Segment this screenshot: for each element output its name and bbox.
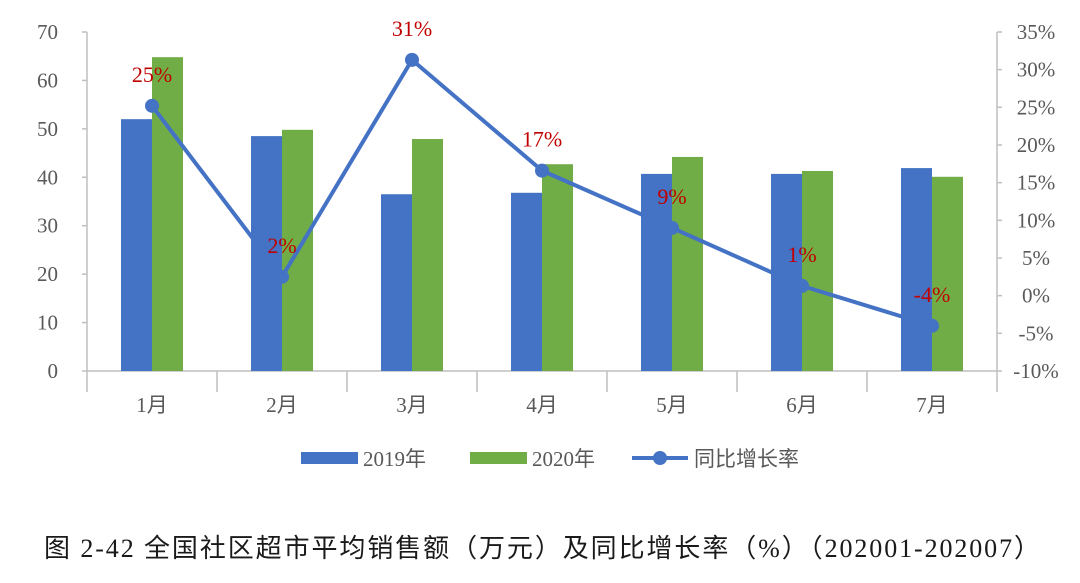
data-label-cat3: 31%: [392, 16, 432, 41]
legend-item-2019: 2019年: [301, 447, 426, 471]
y-right-tick-label: -10%: [1013, 359, 1059, 383]
data-label-cat6: 1%: [787, 242, 816, 267]
y-right-tick-label: 10%: [1017, 208, 1056, 232]
bar-series2-cat5: [672, 156, 703, 371]
bar-series2-cat7: [932, 176, 963, 371]
x-tick-label: 7月: [916, 393, 948, 417]
data-label-cat1: 25%: [132, 62, 172, 87]
line-point-cat6: [795, 278, 809, 293]
y-right-tick-label: 20%: [1017, 133, 1056, 157]
x-tick-label: 6月: [786, 393, 818, 417]
y-left-tick-label: 40: [37, 165, 58, 189]
bar-series2-cat4: [542, 164, 573, 371]
legend-item-growth: 同比增长率: [632, 447, 799, 471]
axes: 0 10 20 30 40 50 60 70 -10% -5% 0% 5% 10% 15% 20% 25% 30…: [37, 20, 1059, 417]
y-right-tick-label: 0%: [1022, 284, 1050, 308]
legend-swatch-2019: [301, 452, 358, 464]
y-left-tick-label: 30: [37, 214, 58, 238]
growth-line-layer: [145, 52, 939, 333]
y-left-tick-label: 10: [37, 311, 58, 335]
figure-caption: 图 2-42 全国社区超市平均销售额（万元）及同比增长率（%）（202001-2…: [44, 534, 1040, 563]
x-tick-label: 5月: [656, 393, 688, 417]
legend-swatch-2020: [470, 452, 527, 464]
bars: [121, 57, 963, 372]
y-right-tick-label: -5%: [1019, 321, 1054, 345]
line-point-cat5: [665, 220, 679, 235]
data-label-cat2: 2%: [267, 233, 296, 258]
bar-series2-cat3: [412, 139, 443, 371]
x-tick-label: 1月: [136, 393, 168, 417]
x-tick-label: 3月: [396, 393, 428, 417]
line-point-cat3: [405, 52, 419, 67]
data-labels: 25% 2% 31% 17% 9% 1% -4%: [132, 16, 950, 307]
bar-series1-cat3: [381, 194, 412, 371]
data-label-cat5: 9%: [657, 184, 686, 209]
data-label-cat4: 17%: [522, 127, 562, 152]
legend-label-2019: 2019年: [363, 447, 426, 471]
bar-series1-cat5: [641, 173, 672, 371]
bar-series1-cat4: [511, 192, 542, 371]
line-point-cat4: [535, 163, 549, 178]
y-left-tick-label: 50: [37, 117, 58, 141]
bar-series1-cat1: [121, 119, 152, 372]
data-label-cat7: -4%: [914, 282, 951, 307]
line-point-cat2: [275, 269, 289, 284]
y-left-tick-label: 20: [37, 262, 58, 286]
x-tick-label: 4月: [526, 393, 558, 417]
bar-series1-cat7: [901, 168, 932, 371]
y-left-tick-label: 60: [37, 68, 58, 92]
y-left-tick-label: 70: [37, 20, 58, 44]
x-tick-label: 2月: [266, 393, 298, 417]
y-right-tick-label: 5%: [1022, 246, 1050, 270]
y-right-tick-label: 35%: [1017, 20, 1056, 44]
line-point-cat1: [145, 98, 159, 113]
y-right-tick-label: 25%: [1017, 95, 1056, 119]
legend: 2019年 2020年 同比增长率: [301, 447, 799, 471]
y-right-tick-label: 15%: [1017, 171, 1056, 195]
y-left-tick-label: 0: [48, 359, 59, 383]
legend-swatch-growth-marker: [653, 451, 667, 465]
line-point-cat7: [925, 318, 939, 333]
legend-item-2020: 2020年: [470, 447, 595, 471]
legend-label-2020: 2020年: [532, 447, 595, 471]
y-right-tick-label: 30%: [1017, 58, 1056, 82]
legend-label-growth: 同比增长率: [694, 447, 799, 471]
bar-series2-cat6: [802, 170, 833, 371]
